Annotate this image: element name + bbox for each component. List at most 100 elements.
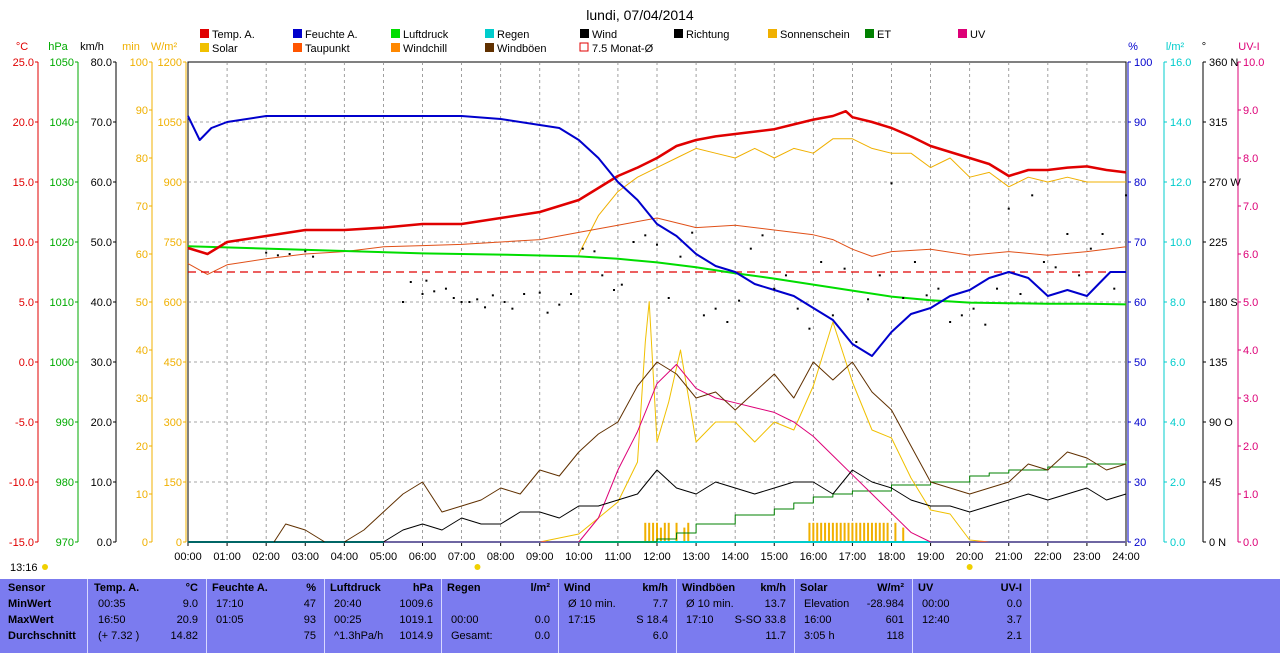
sunshine-bar xyxy=(808,522,811,542)
sunshine-bar xyxy=(644,522,647,542)
sunshine-bar xyxy=(812,522,815,542)
axis-left-unit: min xyxy=(122,41,140,53)
direction-point xyxy=(304,250,307,253)
axis-right-tick-label: 0 N xyxy=(1209,537,1226,549)
sunshine-bar xyxy=(882,522,885,542)
sunshine-bar xyxy=(835,522,838,542)
direction-point xyxy=(667,297,670,299)
footer-cell: S 18.4 xyxy=(636,614,668,626)
direction-point xyxy=(984,323,987,326)
footer-cell: Feuchte A. xyxy=(212,582,268,594)
axis-left-tick-label: 1050 xyxy=(50,57,74,69)
direction-point xyxy=(570,293,573,295)
direction-point xyxy=(1101,233,1104,235)
axis-x-tick-label: 18:00 xyxy=(878,551,906,563)
direction-point xyxy=(460,301,463,303)
legend-label: Windböen xyxy=(497,43,547,55)
axis-right-tick-label: 8.0 xyxy=(1243,153,1258,165)
axis-left-tick-label: 900 xyxy=(164,177,182,189)
direction-point xyxy=(452,297,455,299)
axis-right-tick-label: 2.0 xyxy=(1170,477,1185,489)
axis-right-tick-label: 180 S xyxy=(1209,297,1238,309)
direction-point xyxy=(749,247,752,250)
legend-swatch xyxy=(200,43,209,52)
axis-x-tick-label: 10:00 xyxy=(565,551,593,563)
axis-left-tick-label: 1020 xyxy=(50,237,74,249)
axis-right-tick-label: 270 W xyxy=(1209,177,1241,189)
sunshine-bar xyxy=(683,527,686,542)
footer-cell: UV-I xyxy=(1000,582,1022,594)
footer-cell: 00:00 xyxy=(922,598,950,610)
axis-right-tick-label: 90 O xyxy=(1209,417,1233,429)
footer-cell: Windböen xyxy=(682,582,736,594)
axis-x-tick-label: 20:00 xyxy=(956,551,984,563)
axis-left-tick-label: 40 xyxy=(136,345,148,357)
footer-row-max: MaxWert xyxy=(8,614,54,626)
axis-left-tick-label: 15.0 xyxy=(13,177,34,189)
footer-cell: 118 xyxy=(886,630,904,642)
axis-right-tick-label: 12.0 xyxy=(1170,177,1191,189)
footer-cell: 20.9 xyxy=(176,614,198,626)
direction-point xyxy=(773,287,776,290)
legend-label: Richtung xyxy=(686,29,729,41)
axis-right-tick-label: 4.0 xyxy=(1170,417,1185,429)
time-marker-dot xyxy=(42,564,48,570)
footer-separator xyxy=(912,579,913,653)
footer-cell: 17:15 xyxy=(568,614,596,626)
footer-separator xyxy=(441,579,442,653)
sunshine-bar xyxy=(894,522,897,542)
axis-right-tick-label: 10.0 xyxy=(1170,237,1191,249)
direction-point xyxy=(581,247,584,250)
axis-left-tick-label: 450 xyxy=(164,357,182,369)
direction-point xyxy=(761,234,764,237)
footer-cell: 7.7 xyxy=(652,598,668,610)
axis-x-tick-label: 02:00 xyxy=(252,551,280,563)
footer-cell: UV xyxy=(918,582,934,594)
legend-swatch xyxy=(293,43,302,52)
sunrise-marker xyxy=(474,564,481,570)
direction-point xyxy=(421,293,424,295)
footer-separator xyxy=(676,579,677,653)
direction-point xyxy=(409,281,412,283)
direction-point xyxy=(702,314,705,317)
footer-cell: Temp. A. xyxy=(94,582,140,594)
direction-point xyxy=(843,267,846,270)
sunshine-bar xyxy=(867,522,870,542)
axis-left-tick-label: -5.0 xyxy=(15,417,34,429)
axis-right-tick-label: 7.0 xyxy=(1243,201,1258,213)
axis-left-tick-label: 10.0 xyxy=(91,477,112,489)
direction-point xyxy=(1031,194,1034,197)
axis-x-tick-label: 23:00 xyxy=(1073,551,1101,563)
axis-right-tick-label: 8.0 xyxy=(1170,297,1185,309)
axis-left-tick-label: 80.0 xyxy=(91,57,112,69)
axis-x-tick-label: 21:00 xyxy=(995,551,1023,563)
axis-right-tick-label: 0.0 xyxy=(1243,537,1258,549)
footer-separator xyxy=(558,579,559,653)
axis-x-tick-label: 17:00 xyxy=(839,551,867,563)
direction-point xyxy=(1054,266,1057,269)
axis-left-tick-label: 1050 xyxy=(158,117,182,129)
direction-point xyxy=(1089,247,1092,250)
axis-right-tick-label: 2.0 xyxy=(1243,441,1258,453)
footer-cell: 20:40 xyxy=(334,598,362,610)
footer-cell: hPa xyxy=(412,582,433,594)
footer-cell: 3.7 xyxy=(1006,614,1022,626)
direction-point xyxy=(784,274,787,277)
direction-point xyxy=(1066,233,1069,235)
footer-cell: Wind xyxy=(564,582,591,594)
axis-x-tick-label: 07:00 xyxy=(448,551,476,563)
sunshine-bar xyxy=(667,522,670,542)
axis-left-tick-label: 1000 xyxy=(50,357,74,369)
footer-cell: 1019.1 xyxy=(399,614,433,626)
sunshine-bar xyxy=(675,522,678,542)
direction-point xyxy=(444,287,447,290)
sunshine-bar xyxy=(687,522,690,542)
direction-point xyxy=(949,321,952,323)
direction-point xyxy=(523,293,526,295)
axis-left-tick-label: -10.0 xyxy=(9,477,34,489)
sunshine-bar xyxy=(656,522,658,542)
footer-col-luftdruck: Luftdruck hPa 20:40 1009.6 00:25 1019.1 ^1.3hP… xyxy=(324,579,441,653)
axis-left-tick-label: 20.0 xyxy=(91,417,112,429)
legend-swatch xyxy=(674,29,683,38)
direction-point xyxy=(312,255,315,258)
